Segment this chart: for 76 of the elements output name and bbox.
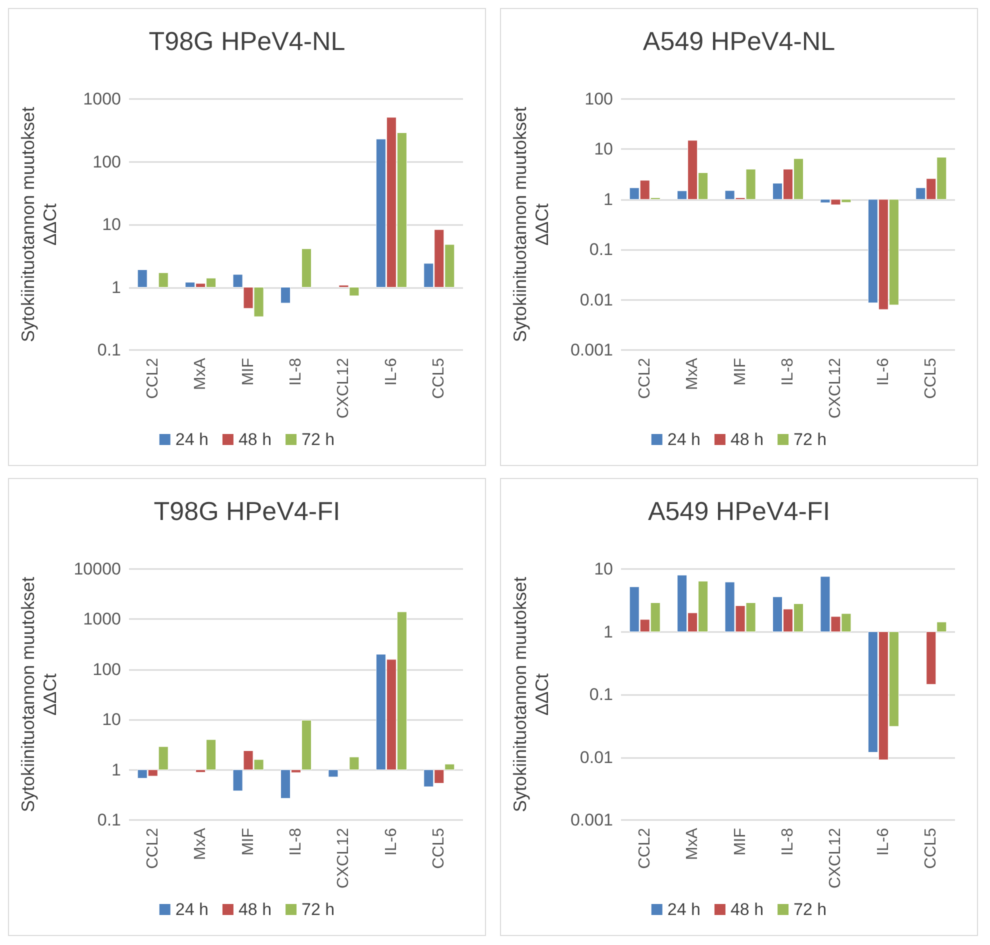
- y-axis-title: Sytokiinituotannon muutokset ΔΔCt: [510, 106, 552, 342]
- legend-label: 72 h: [794, 900, 827, 919]
- x-tick-label: IL-6: [874, 358, 892, 386]
- bar: [301, 248, 312, 288]
- y-tick-label: 1000: [83, 90, 121, 108]
- bar: [158, 272, 168, 288]
- y-axis-title: Sytokiinituotannon muutokset ΔΔCt: [18, 576, 60, 812]
- y-tick-label: 0.001: [570, 340, 613, 360]
- legend-label: 24 h: [175, 430, 208, 449]
- y-tick-label: 10: [102, 710, 121, 730]
- y-tick-label: 0.1: [97, 340, 121, 360]
- x-tick-label: IL-8: [780, 358, 796, 386]
- y-axis-title: Sytokiinituotannon muutokset ΔΔCt: [18, 106, 60, 342]
- x-tick-label: MxA: [684, 828, 702, 860]
- x-tick-label: CXCL12: [335, 828, 352, 888]
- x-tick-label: CCL5: [430, 828, 448, 869]
- x-tick-label: MxA: [192, 358, 210, 390]
- y-tick-label: 0.1: [589, 685, 613, 704]
- bar: [349, 756, 360, 770]
- x-tick-label: IL-8: [780, 828, 796, 856]
- x-tick-label: CXCL12: [335, 358, 352, 418]
- legend-label: 48 h: [238, 430, 272, 449]
- x-tick-label: IL-8: [288, 828, 304, 856]
- x-tick-label: MxA: [192, 828, 210, 860]
- y-tick-label: 0.1: [97, 810, 121, 830]
- y-tick-label: 10: [594, 560, 613, 578]
- legend-label: 48 h: [238, 900, 272, 919]
- y-tick-label: 0.1: [589, 240, 613, 260]
- bar: [280, 287, 291, 304]
- x-tick-label: MIF: [240, 358, 257, 386]
- chart-title: T98G HPeV4-NL: [148, 26, 346, 56]
- y-tick-label: 100: [584, 90, 613, 108]
- y-tick-label: 1: [604, 622, 613, 642]
- legend-label: 24 h: [175, 900, 208, 919]
- chart-title: A549 HPeV4-FI: [648, 496, 830, 526]
- y-tick-label: 100: [92, 660, 121, 679]
- y-tick-label: 1000: [83, 610, 121, 629]
- y-tick-label: 10000: [74, 560, 121, 578]
- y-tick-label: 1: [604, 190, 613, 209]
- legend-label: 72 h: [302, 430, 335, 449]
- x-tick-label: IL-6: [382, 358, 400, 386]
- legend-label: 24 h: [667, 430, 700, 449]
- legend-label: 48 h: [730, 430, 764, 449]
- y-tick-label: 1: [112, 278, 121, 297]
- legend-label: 48 h: [730, 900, 764, 919]
- x-tick-label: IL-6: [382, 828, 400, 856]
- y-tick-label: 10: [102, 215, 121, 234]
- y-tick-label: 10: [594, 140, 613, 159]
- y-tick-label: 0.001: [570, 810, 613, 830]
- legend-label: 72 h: [302, 900, 335, 919]
- y-tick-label: 1: [112, 760, 121, 780]
- x-tick-label: IL-6: [874, 828, 892, 856]
- x-tick-label: CCL2: [636, 358, 654, 399]
- x-tick-label: MxA: [684, 358, 702, 390]
- y-tick-label: 0.01: [580, 748, 613, 767]
- x-tick-label: CCL2: [144, 828, 162, 869]
- x-tick-label: CCL2: [144, 358, 162, 399]
- y-axis-title: Sytokiinituotannon muutokset ΔΔCt: [510, 576, 552, 812]
- legend-label: 24 h: [667, 900, 700, 919]
- x-tick-label: CCL5: [922, 828, 940, 869]
- legend-label: 72 h: [794, 430, 827, 449]
- chart-title: A549 HPeV4-NL: [642, 26, 836, 56]
- x-tick-label: MIF: [240, 828, 257, 856]
- x-tick-label: IL-8: [288, 358, 304, 386]
- x-tick-label: CCL5: [922, 358, 940, 399]
- bar: [137, 270, 148, 288]
- x-tick-label: MIF: [732, 828, 749, 856]
- x-tick-label: MIF: [732, 358, 749, 386]
- y-tick-label: 0.01: [580, 290, 613, 310]
- x-tick-label: CCL2: [636, 828, 654, 869]
- x-tick-label: CXCL12: [827, 828, 844, 888]
- chart-title: T98G HPeV4-FI: [154, 496, 340, 526]
- x-tick-label: CXCL12: [827, 358, 844, 418]
- y-tick-label: 100: [92, 152, 121, 172]
- bar: [328, 770, 338, 778]
- x-tick-label: CCL5: [430, 358, 448, 399]
